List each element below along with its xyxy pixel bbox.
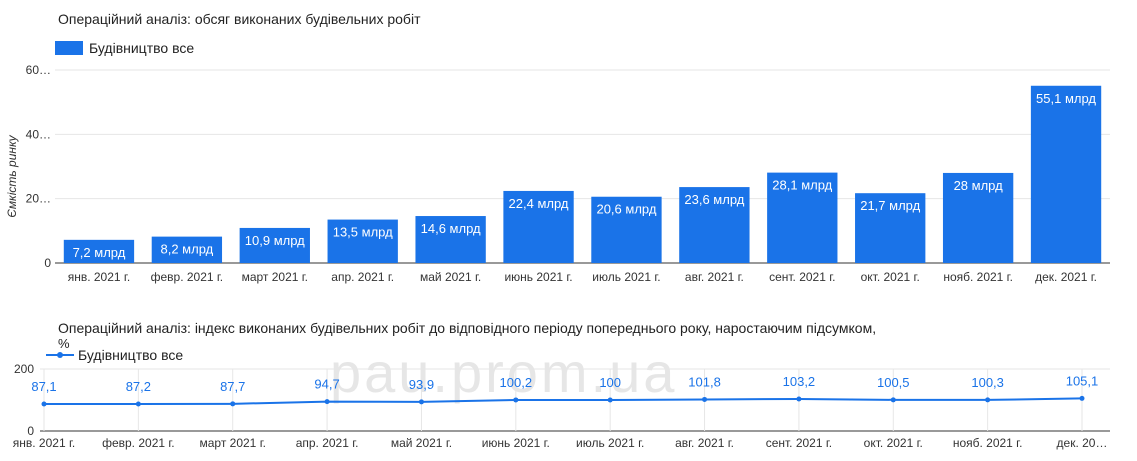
line-x-tick-label: авг. 2021 г. xyxy=(675,436,734,450)
bar xyxy=(591,196,662,263)
line-x-tick-label: нояб. 2021 г. xyxy=(953,436,1023,450)
line-x-tick-label: май 2021 г. xyxy=(391,436,452,450)
line-point xyxy=(607,397,613,403)
bar xyxy=(415,216,486,263)
line-y-tick-label: 200 xyxy=(14,362,34,376)
line-point xyxy=(324,399,330,405)
line-data-label: 87,1 xyxy=(31,379,56,394)
bar-x-tick-label: март 2021 г. xyxy=(242,270,308,284)
bar-data-label: 20,6 млрд xyxy=(596,202,656,217)
line-x-tick-label: апр. 2021 г. xyxy=(296,436,359,450)
bar xyxy=(855,193,926,263)
line-x-tick-label: июль 2021 г. xyxy=(576,436,644,450)
line-data-label: 100,2 xyxy=(500,375,533,390)
legend-label: Будівництво все xyxy=(89,40,195,56)
line-data-label: 100,3 xyxy=(971,375,1004,390)
line-series-path xyxy=(43,397,1083,405)
line-point xyxy=(702,396,708,402)
line-point xyxy=(985,397,991,403)
line-x-tick-label: июнь 2021 г. xyxy=(482,436,550,450)
bar-y-tick-label: 20… xyxy=(26,192,51,206)
line-data-label: 87,7 xyxy=(220,379,245,394)
line-point xyxy=(1079,395,1085,401)
legend-label: Будівництво все xyxy=(78,347,184,363)
line-point xyxy=(418,399,424,405)
line-x-tick-label: сент. 2021 г. xyxy=(766,436,832,450)
line-point xyxy=(513,397,519,403)
line-point xyxy=(230,401,236,407)
watermark: pau.prom.ua xyxy=(330,341,678,404)
bar-chart-legend[interactable]: Будівництво все xyxy=(55,40,194,56)
bar-y-tick-label: 40… xyxy=(26,127,51,141)
line-chart-title-unit: % xyxy=(58,336,70,351)
bar-x-tick-label: дек. 2021 г. xyxy=(1035,270,1097,284)
bar-x-tick-label: июль 2021 г. xyxy=(592,270,660,284)
bar-y-tick-label: 60… xyxy=(26,63,51,77)
legend-swatch xyxy=(55,41,83,55)
line-x-tick-label: окт. 2021 г. xyxy=(864,436,923,450)
line-point xyxy=(135,401,141,407)
line-x-tick-label: март 2021 г. xyxy=(200,436,266,450)
line-point xyxy=(41,401,47,407)
line-chart-title: Операційний аналіз: індекс виконаних буд… xyxy=(58,320,877,336)
bar xyxy=(503,190,574,263)
bar-data-label: 23,6 млрд xyxy=(684,192,744,207)
bar-x-tick-label: сент. 2021 г. xyxy=(769,270,835,284)
line-data-label: 94,7 xyxy=(314,377,339,392)
line-data-label: 103,2 xyxy=(783,374,816,389)
bar-x-tick-label: февр. 2021 г. xyxy=(151,270,224,284)
line-point xyxy=(796,396,802,402)
bar-data-label: 7,2 млрд xyxy=(73,245,126,260)
bar-chart-title: Операційний аналіз: обсяг виконаних буді… xyxy=(58,11,421,27)
line-data-label: 100,5 xyxy=(877,375,910,390)
line-x-tick-label: дек. 20… xyxy=(1057,436,1108,450)
line-point xyxy=(890,397,896,403)
line-data-label: 101,8 xyxy=(688,374,721,389)
bar-x-tick-label: май 2021 г. xyxy=(420,270,481,284)
bar-data-label: 8,2 млрд xyxy=(161,242,214,257)
bar-x-tick-label: июнь 2021 г. xyxy=(504,270,572,284)
bar xyxy=(942,172,1014,263)
bar xyxy=(327,219,398,263)
bar xyxy=(151,236,223,263)
bar-data-label: 10,9 млрд xyxy=(245,233,305,248)
bar-x-tick-label: авг. 2021 г. xyxy=(685,270,744,284)
bar-data-label: 14,6 млрд xyxy=(421,221,481,236)
line-data-label: 105,1 xyxy=(1066,373,1099,388)
bar-y-tick-label: 0 xyxy=(44,256,51,270)
bar xyxy=(63,239,135,263)
line-data-label: 100 xyxy=(599,375,621,390)
bar xyxy=(767,172,838,263)
bar-data-label: 13,5 млрд xyxy=(333,225,393,240)
line-data-label: 93,9 xyxy=(409,377,434,392)
bar-y-axis-title: Ємкість ринку xyxy=(5,134,19,217)
bar-data-label: 21,7 млрд xyxy=(860,198,920,213)
line-data-label: 87,2 xyxy=(126,379,151,394)
line-chart-legend[interactable]: Будівництво все xyxy=(46,347,183,363)
bar-data-label: 55,1 млрд xyxy=(1036,91,1096,106)
bar xyxy=(239,227,310,263)
bar-x-tick-label: янв. 2021 г. xyxy=(68,270,130,284)
line-x-tick-label: февр. 2021 г. xyxy=(102,436,175,450)
bar xyxy=(1030,85,1102,264)
line-y-tick-label: 0 xyxy=(27,424,34,438)
bar-x-tick-label: окт. 2021 г. xyxy=(861,270,920,284)
bar-data-label: 22,4 млрд xyxy=(509,196,569,211)
bar-data-label: 28 млрд xyxy=(954,178,1004,193)
legend-line-marker xyxy=(46,352,74,358)
bar-x-tick-label: апр. 2021 г. xyxy=(331,270,394,284)
bar xyxy=(679,187,750,263)
bar-x-tick-label: нояб. 2021 г. xyxy=(943,270,1013,284)
line-x-tick-label: янв. 2021 г. xyxy=(13,436,75,450)
bar-data-label: 28,1 млрд xyxy=(772,178,832,193)
